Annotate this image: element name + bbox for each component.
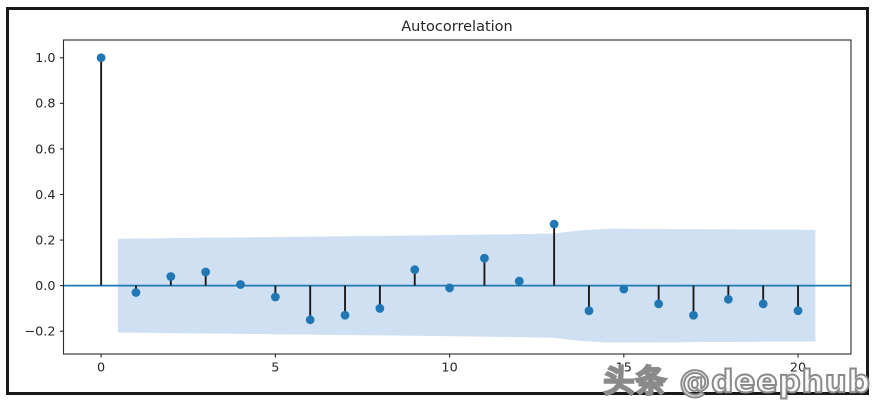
marker-lag-13 (549, 219, 559, 229)
marker-lag-3 (201, 267, 211, 277)
y-tick-label-0.2: 0.2 (35, 233, 55, 248)
marker-lag-0 (96, 53, 106, 63)
plot-area: 0 5 10 15 20 1.0 0.8 0.6 0.4 0.2 0.0 −0.2 (24, 39, 852, 376)
x-tick-label-10: 10 (441, 361, 457, 376)
marker-lag-8 (375, 304, 385, 313)
x-tick-label-0: 0 (97, 361, 105, 376)
marker-lag-11 (480, 253, 489, 263)
marker-lag-14 (584, 306, 594, 316)
marker-lag-10 (445, 283, 454, 293)
marker-lag-16 (654, 299, 664, 309)
y-tick-label--0.2: −0.2 (24, 325, 55, 340)
marker-lag-5 (270, 292, 280, 302)
marker-lag-9 (410, 265, 420, 275)
marker-lag-2 (166, 272, 176, 281)
x-tick-label-20: 20 (790, 361, 806, 376)
marker-lag-15 (619, 284, 629, 294)
marker-lag-12 (514, 276, 524, 286)
y-tick-label-1: 1.0 (35, 51, 55, 66)
marker-lag-4 (236, 280, 245, 289)
y-axis-ticks: 1.0 0.8 0.6 0.4 0.2 0.0 −0.2 (24, 51, 64, 340)
axes-frame (62, 39, 852, 355)
y-tick-label-0.4: 0.4 (35, 188, 55, 203)
marker-lag-6 (305, 315, 315, 325)
x-tick-label-5: 5 (271, 361, 279, 376)
x-axis-ticks: 0 5 10 15 20 (97, 354, 806, 376)
marker-lag-17 (689, 310, 698, 320)
y-tick-label-0.8: 0.8 (35, 97, 55, 112)
chart-title: Autocorrelation (401, 19, 512, 35)
x-tick-label-15: 15 (616, 361, 632, 376)
stem-markers (96, 53, 803, 325)
marker-lag-18 (723, 294, 733, 304)
marker-lag-7 (340, 310, 350, 320)
y-tick-label-0: 0.0 (35, 279, 55, 294)
watermark: 头条 @deephub (602, 363, 871, 401)
marker-lag-20 (793, 306, 803, 316)
y-tick-label-0.6: 0.6 (35, 142, 55, 157)
marker-lag-1 (131, 288, 141, 297)
marker-lag-19 (758, 299, 768, 309)
